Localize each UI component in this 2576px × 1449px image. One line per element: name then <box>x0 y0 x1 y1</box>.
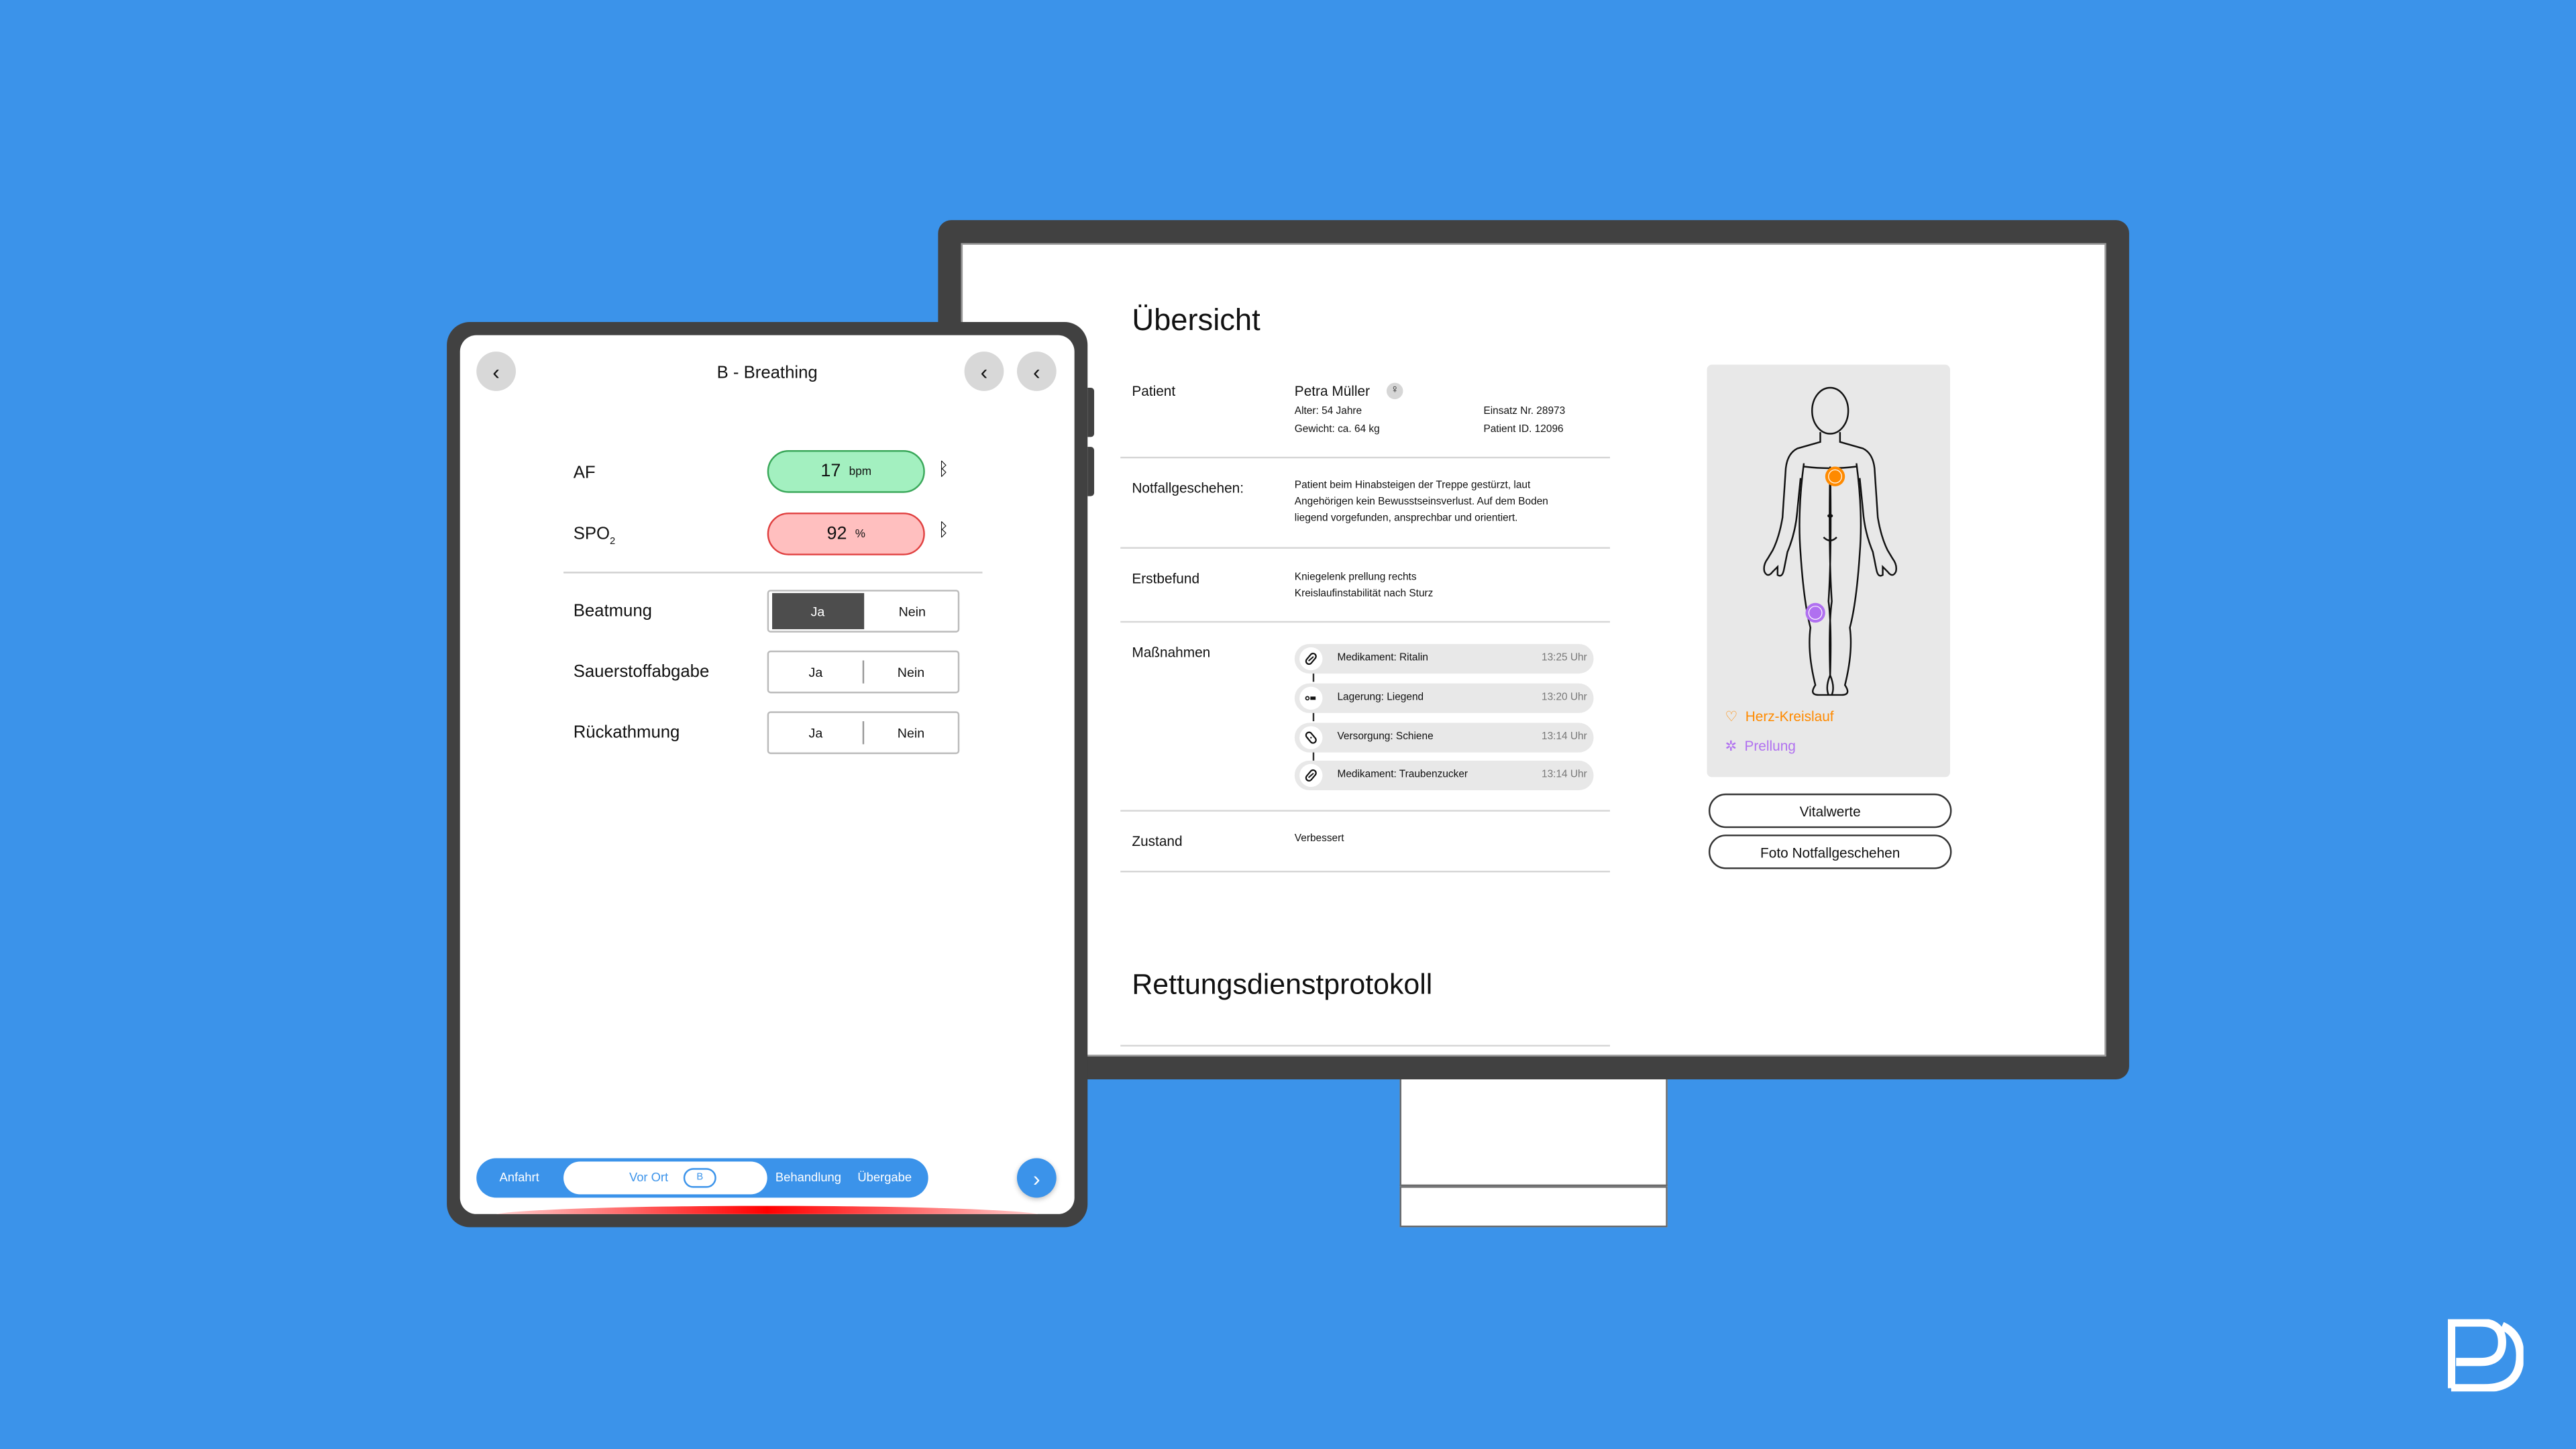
timeline-connector <box>1311 711 1313 722</box>
bluetooth-icon[interactable]: ᛒ <box>938 460 949 480</box>
measure-item[interactable]: Medikament: Traubenzucker 13:14 Uhr <box>1294 760 1594 790</box>
yes-option[interactable]: Ja <box>808 725 823 741</box>
timeline-connector <box>1311 751 1313 761</box>
chevron-left-icon: ‹ <box>492 359 500 384</box>
photo-button[interactable]: Foto Notfallgeschehen <box>1708 835 1952 869</box>
tablet-side-button <box>1087 387 1095 437</box>
alert-glow <box>492 1205 1042 1214</box>
measure-item[interactable]: Medikament: Ritalin 13:25 Uhr <box>1294 644 1594 674</box>
next-button[interactable]: › <box>1016 1158 1057 1198</box>
af-value-field[interactable]: 17 bpm <box>767 450 925 493</box>
body-map[interactable] <box>1756 381 1904 700</box>
toggle-label: Sauerstoffabgabe <box>573 661 710 682</box>
oxygen-toggle[interactable]: Ja Nein <box>767 650 960 694</box>
previous-button[interactable]: ‹ <box>964 352 1004 391</box>
body-map-card: ♡ Herz-Kreislauf ✲ Prellung <box>1707 364 1950 777</box>
nav-step-anfahrt[interactable]: Anfahrt <box>499 1169 539 1185</box>
divider <box>1120 870 1611 873</box>
step-badge: B <box>683 1168 716 1188</box>
patient-id: Patient ID. 12096 <box>1483 423 1564 435</box>
chevron-right-icon: › <box>1033 1165 1040 1191</box>
ventilation-toggle[interactable]: Ja Nein <box>767 590 960 633</box>
measures-label: Maßnahmen <box>1132 644 1211 661</box>
incident-text: Patient beim Hinabsteigen der Treppe ges… <box>1294 480 1548 525</box>
chevron-left-icon: ‹ <box>1033 359 1040 384</box>
legend-contusion: ✲ Prellung <box>1725 737 1796 755</box>
vitals-button[interactable]: Vitalwerte <box>1708 793 1952 828</box>
nav-step-behandlung[interactable]: Behandlung <box>775 1169 842 1185</box>
condition-label: Zustand <box>1132 833 1183 850</box>
nav-step-vor-ort[interactable]: Vor Ort B <box>564 1161 767 1195</box>
section-title: Rettungsdienstprotokoll <box>1132 967 1433 1001</box>
no-option[interactable]: Nein <box>897 725 925 741</box>
no-option[interactable]: Nein <box>898 604 926 619</box>
condition-value: Verbessert <box>1294 833 1344 845</box>
nav-step-uebergabe[interactable]: Übergabe <box>857 1169 912 1185</box>
toggle-label: Beatmung <box>573 601 652 621</box>
monitor-base <box>1399 1186 1668 1228</box>
legend-cardio: ♡ Herz-Kreislauf <box>1725 708 1834 725</box>
chevron-left-icon: ‹ <box>980 359 988 384</box>
bandage-icon <box>1299 726 1323 749</box>
bluetooth-icon[interactable]: ᛒ <box>938 521 949 541</box>
yes-option[interactable]: Ja <box>772 593 863 629</box>
divider <box>1120 456 1611 459</box>
measure-item[interactable]: Lagerung: Liegend 13:20 Uhr <box>1294 683 1594 713</box>
page-title: Übersicht <box>1132 302 1260 337</box>
brand-logo <box>2448 1319 2524 1392</box>
patient-weight: Gewicht: ca. 64 kg <box>1294 423 1380 435</box>
tablet-screen: ‹ B - Breathing ‹ ‹ AF 17 bpm ᛒ SPO2 92% … <box>460 335 1075 1214</box>
rebreathing-toggle[interactable]: Ja Nein <box>767 711 960 755</box>
yes-option[interactable]: Ja <box>808 664 823 680</box>
spo2-label: SPO2 <box>573 524 616 547</box>
patient-label: Patient <box>1132 382 1176 400</box>
patient-name: Petra Müller <box>1294 382 1371 400</box>
progress-nav: Anfahrt Vor Ort B Behandlung Übergabe <box>476 1158 928 1198</box>
no-option[interactable]: Nein <box>897 664 925 680</box>
pill-icon <box>1299 763 1323 788</box>
findings-text: Kniegelenk prellung rechts Kreislaufinsta… <box>1294 572 1434 600</box>
female-icon: ♀ <box>1386 382 1403 400</box>
mission-number: Einsatz Nr. 28973 <box>1483 405 1566 418</box>
pill-icon <box>1299 647 1323 671</box>
divider <box>1120 1044 1611 1047</box>
incident-label: Notfallgeschehen: <box>1132 480 1244 496</box>
contusion-icon: ✲ <box>1725 737 1737 755</box>
patient-age: Alter: 54 Jahre <box>1294 405 1362 418</box>
findings-label: Erstbefund <box>1132 570 1200 587</box>
previous-section-button[interactable]: ‹ <box>1016 352 1057 391</box>
af-label: AF <box>573 463 596 484</box>
lying-position-icon <box>1299 686 1323 710</box>
heart-icon: ♡ <box>1725 708 1738 725</box>
tablet-side-button <box>1087 447 1095 496</box>
back-button[interactable]: ‹ <box>476 352 516 391</box>
divider <box>564 572 983 574</box>
timeline-connector <box>1311 672 1313 682</box>
divider <box>1120 621 1611 623</box>
divider <box>1120 547 1611 549</box>
screen-title: B - Breathing <box>716 363 818 383</box>
toggle-label: Rückathmung <box>573 722 680 743</box>
spo2-value-field[interactable]: 92% <box>767 513 925 555</box>
divider <box>1120 810 1611 812</box>
measure-item[interactable]: Versorgung: Schiene 13:14 Uhr <box>1294 722 1594 753</box>
monitor-stand <box>1399 1079 1668 1187</box>
